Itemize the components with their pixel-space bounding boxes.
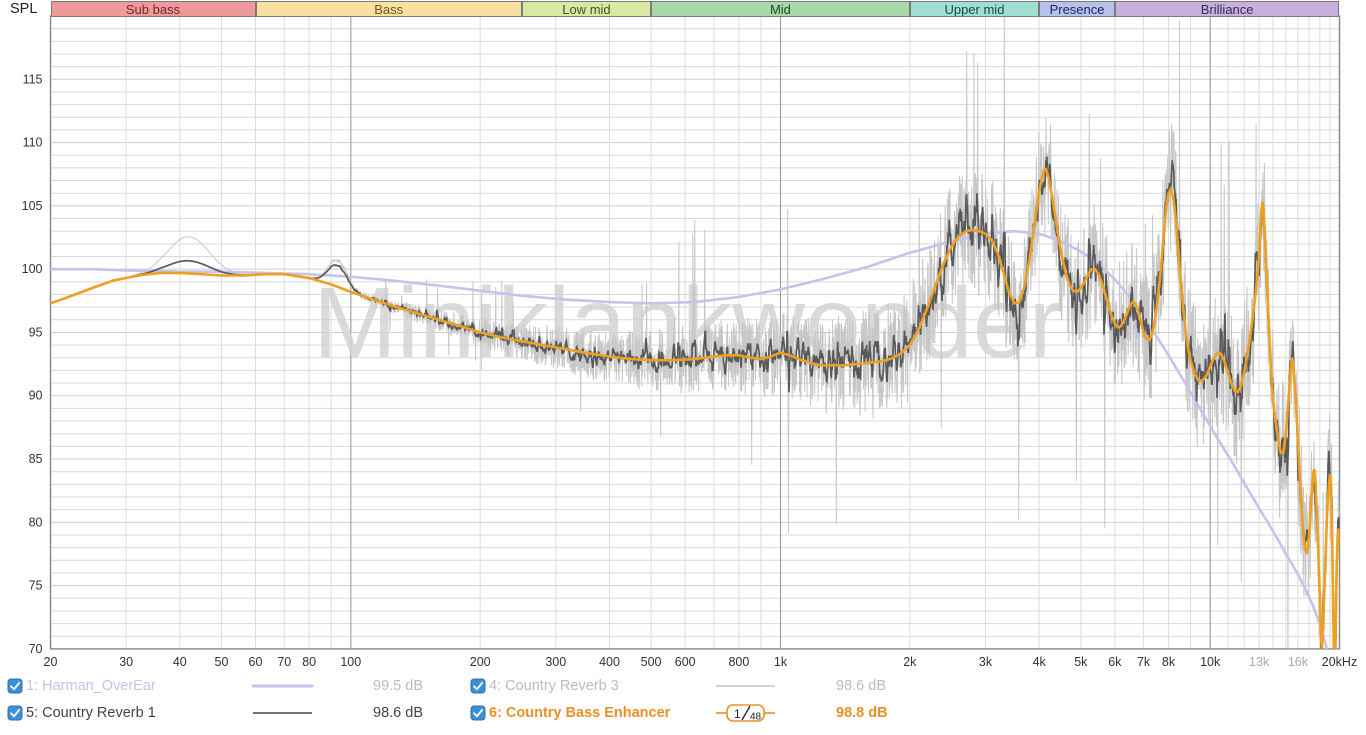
svg-text:90: 90 <box>29 389 43 403</box>
svg-text:105: 105 <box>22 199 43 213</box>
svg-text:200: 200 <box>470 655 491 669</box>
svg-text:75: 75 <box>29 579 43 593</box>
svg-text:20kHz: 20kHz <box>1322 655 1357 669</box>
svg-text:4: Country Reverb 3: 4: Country Reverb 3 <box>489 678 619 694</box>
svg-text:600: 600 <box>675 655 696 669</box>
svg-text:2k: 2k <box>903 655 917 669</box>
svg-text:5: Country Reverb 1: 5: Country Reverb 1 <box>26 705 156 721</box>
svg-text:99.5 dB: 99.5 dB <box>373 678 423 694</box>
svg-text:800: 800 <box>728 655 749 669</box>
svg-text:1k: 1k <box>774 655 788 669</box>
svg-text:70: 70 <box>277 655 291 669</box>
svg-text:10k: 10k <box>1200 655 1221 669</box>
svg-text:50: 50 <box>215 655 229 669</box>
svg-text:8k: 8k <box>1162 655 1176 669</box>
svg-text:80: 80 <box>29 515 43 529</box>
svg-text:16k: 16k <box>1288 655 1309 669</box>
svg-text:7k: 7k <box>1137 655 1151 669</box>
svg-text:70: 70 <box>29 642 43 656</box>
svg-text:98.6 dB: 98.6 dB <box>373 705 423 721</box>
svg-text:4k: 4k <box>1033 655 1047 669</box>
svg-text:40: 40 <box>173 655 187 669</box>
svg-text:60: 60 <box>249 655 263 669</box>
svg-text:30: 30 <box>119 655 133 669</box>
svg-text:48: 48 <box>750 712 762 723</box>
svg-text:95: 95 <box>29 326 43 340</box>
svg-text:100: 100 <box>340 655 361 669</box>
svg-text:98.6 dB: 98.6 dB <box>836 678 886 694</box>
svg-text:6: Country Bass Enhancer: 6: Country Bass Enhancer <box>489 705 671 721</box>
svg-text:98.8 dB: 98.8 dB <box>836 705 888 721</box>
svg-text:5k: 5k <box>1074 655 1088 669</box>
svg-text:85: 85 <box>29 452 43 466</box>
svg-text:400: 400 <box>599 655 620 669</box>
svg-text:1: Harman_OverEar: 1: Harman_OverEar <box>26 678 156 694</box>
svg-text:115: 115 <box>23 72 43 86</box>
svg-text:6k: 6k <box>1108 655 1122 669</box>
svg-text:110: 110 <box>23 136 43 150</box>
svg-text:13k: 13k <box>1249 655 1270 669</box>
svg-text:300: 300 <box>545 655 566 669</box>
svg-text:1: 1 <box>734 707 741 721</box>
svg-text:3k: 3k <box>979 655 993 669</box>
svg-text:20: 20 <box>44 655 58 669</box>
svg-text:100: 100 <box>22 262 43 276</box>
svg-text:80: 80 <box>302 655 316 669</box>
svg-text:500: 500 <box>641 655 662 669</box>
